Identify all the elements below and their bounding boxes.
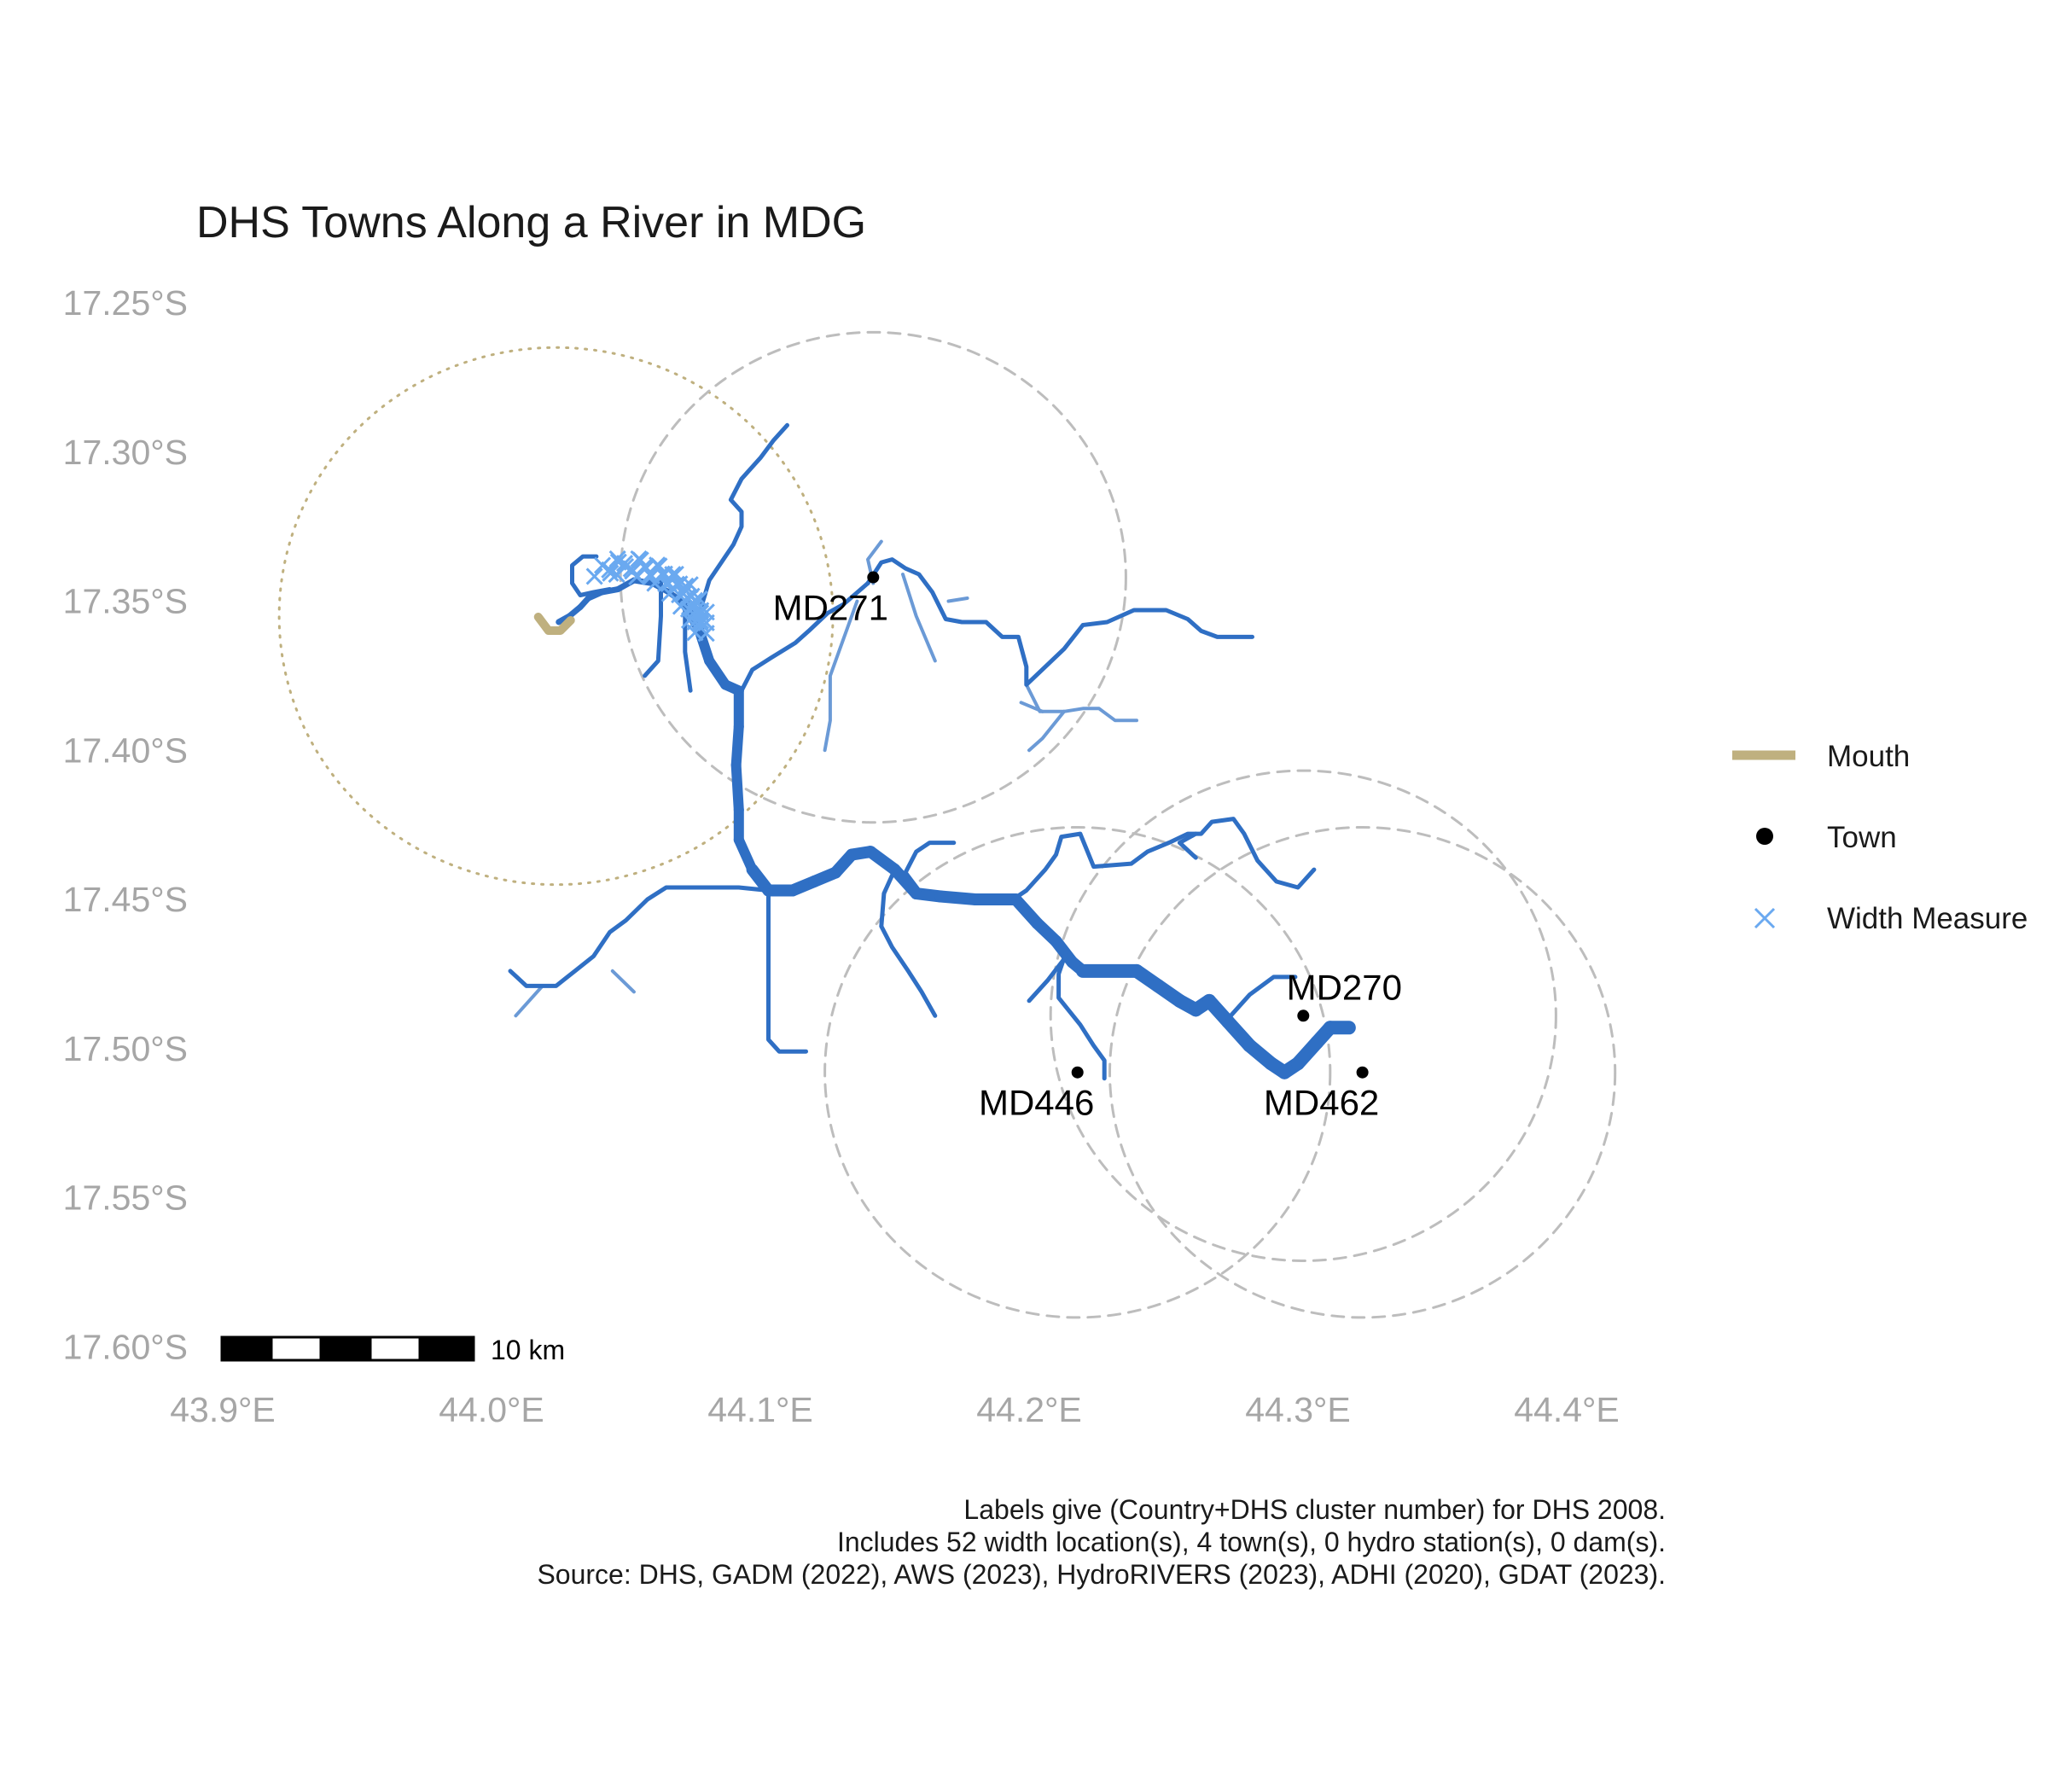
tributary-1 bbox=[865, 557, 1254, 687]
minor-tributary-4 bbox=[1027, 709, 1066, 753]
lat-tick-label: 17.40°S bbox=[63, 730, 188, 770]
river-network bbox=[508, 422, 1356, 1081]
tributary-10 bbox=[879, 867, 938, 1018]
legend-item-width-measure: Width Measure bbox=[1754, 902, 2028, 935]
lat-tick-label: 17.60°S bbox=[63, 1327, 188, 1366]
town-legend-icon bbox=[1756, 828, 1773, 845]
lat-tick-label: 17.50°S bbox=[63, 1029, 188, 1068]
lat-tick-label: 17.25°S bbox=[63, 283, 188, 323]
town-label-md462: MD462 bbox=[1264, 1083, 1379, 1123]
town-label-md271: MD271 bbox=[773, 588, 888, 628]
latitude-axis-labels: 17.25°S 17.30°S 17.35°S 17.40°S 17.45°S 17.50… bbox=[63, 283, 188, 1366]
main-river-segment bbox=[730, 721, 744, 771]
lon-tick-label: 44.1°E bbox=[707, 1390, 813, 1429]
town-markers: MD271 MD270 MD446 MD462 bbox=[773, 571, 1402, 1123]
lon-tick-label: 44.2°E bbox=[976, 1390, 1082, 1429]
town-buffer-circle-3 bbox=[823, 825, 1332, 1319]
map-title: DHS Towns Along a River in MDG bbox=[196, 198, 866, 247]
width-measure-markers bbox=[585, 550, 715, 643]
legend-label-width-measure: Width Measure bbox=[1827, 902, 2028, 935]
tributary-13 bbox=[1027, 957, 1067, 1004]
tributary-6 bbox=[683, 605, 693, 693]
town-marker-md462 bbox=[1356, 1066, 1369, 1079]
town-buffer-circle-4 bbox=[1108, 825, 1617, 1319]
town-marker-md446 bbox=[1071, 1066, 1084, 1079]
river-mouth bbox=[533, 612, 575, 635]
minor-tributary-0 bbox=[901, 573, 937, 663]
main-river-segment bbox=[693, 622, 715, 666]
tributary-5 bbox=[643, 575, 663, 678]
tributary-9 bbox=[903, 841, 957, 893]
legend: Mouth Town Width Measure bbox=[1732, 740, 2028, 935]
caption-line-1: Labels give (Country+DHS cluster number)… bbox=[963, 1494, 1666, 1525]
tributary-7 bbox=[508, 885, 771, 988]
tributary-15 bbox=[1177, 831, 1198, 860]
minor-tributary-6 bbox=[946, 596, 969, 603]
town-label-md270: MD270 bbox=[1287, 967, 1402, 1007]
minor-tributary-7 bbox=[514, 984, 544, 1018]
minor-tributary-5 bbox=[1019, 701, 1044, 713]
tributary-8 bbox=[766, 888, 808, 1054]
longitude-axis-labels: 43.9°E 44.0°E 44.1°E 44.2°E 44.3°E 44.4°E bbox=[170, 1390, 1620, 1429]
tributary-4 bbox=[570, 554, 613, 597]
cross-legend-icon bbox=[1754, 907, 1776, 929]
lat-tick-label: 17.55°S bbox=[63, 1178, 188, 1218]
tributary-2 bbox=[739, 581, 870, 693]
lat-tick-label: 17.45°S bbox=[63, 880, 188, 919]
town-label-md446: MD446 bbox=[979, 1083, 1094, 1123]
town-marker-md270 bbox=[1297, 1009, 1310, 1022]
width-measure-marker bbox=[692, 612, 710, 630]
town-marker-md271 bbox=[867, 571, 880, 584]
scale-bar: 10 km bbox=[220, 1335, 565, 1365]
caption-line-2: Includes 52 width location(s), 4 town(s)… bbox=[836, 1527, 1666, 1557]
minor-tributary-8 bbox=[610, 969, 636, 994]
mouth-buffer-circle bbox=[277, 346, 835, 887]
minor-tributary-1 bbox=[823, 599, 859, 753]
tributary-11 bbox=[1010, 817, 1317, 902]
lat-tick-label: 17.35°S bbox=[63, 582, 188, 621]
main-river-segment bbox=[730, 759, 744, 816]
mouth-marker bbox=[533, 612, 575, 635]
legend-label-town: Town bbox=[1827, 821, 1897, 854]
legend-item-mouth: Mouth bbox=[1732, 740, 1910, 773]
lat-tick-label: 17.30°S bbox=[63, 433, 188, 472]
legend-label-mouth: Mouth bbox=[1827, 740, 1910, 773]
buffer-circles bbox=[277, 330, 1617, 1319]
width-measure-marker bbox=[585, 567, 603, 585]
legend-item-town: Town bbox=[1756, 821, 1897, 854]
tributary-3 bbox=[699, 422, 789, 609]
width-measure-marker bbox=[692, 614, 710, 632]
tributary-12 bbox=[1056, 947, 1107, 1081]
width-measure-marker bbox=[602, 564, 620, 582]
lon-tick-label: 44.0°E bbox=[439, 1390, 544, 1429]
width-measure-marker bbox=[697, 625, 715, 643]
width-measure-marker bbox=[608, 566, 625, 584]
lon-tick-label: 43.9°E bbox=[170, 1390, 276, 1429]
tributary-14 bbox=[1225, 975, 1298, 1021]
lon-tick-label: 44.3°E bbox=[1245, 1390, 1351, 1429]
town-buffer-circle-2 bbox=[1049, 769, 1557, 1263]
scale-bar-label: 10 km bbox=[491, 1335, 565, 1365]
lon-tick-label: 44.4°E bbox=[1514, 1390, 1620, 1429]
caption-line-3: Source: DHS, GADM (2022), AWS (2023), Hy… bbox=[537, 1559, 1666, 1590]
